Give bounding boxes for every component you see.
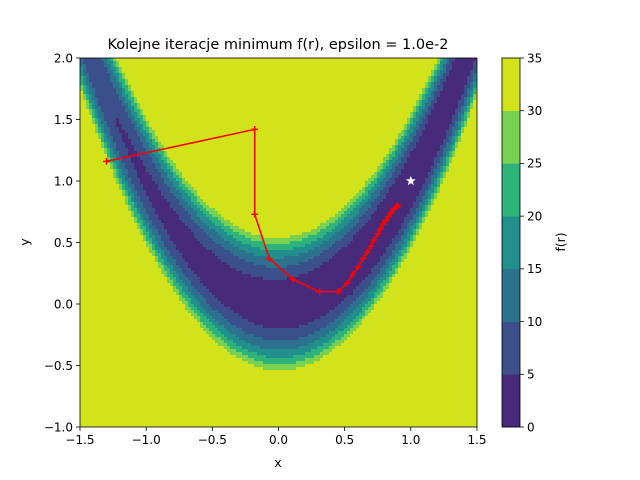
colorbar-segment xyxy=(502,268,520,322)
colorbar-segment xyxy=(502,58,520,112)
iteration-point xyxy=(251,125,259,133)
colorbar-segment xyxy=(502,163,520,217)
colorbar-segment xyxy=(502,321,520,375)
x-tick-label: −1.5 xyxy=(65,433,94,447)
x-axis-label: x xyxy=(274,455,281,470)
iteration-point xyxy=(103,157,110,165)
y-tick-label: 1.0 xyxy=(54,174,73,188)
x-tick-label: 0.5 xyxy=(335,433,354,447)
iteration-point xyxy=(349,271,357,278)
y-tick-label: −1.0 xyxy=(44,420,73,434)
iteration-point xyxy=(363,248,371,256)
iteration-point xyxy=(251,210,259,218)
colorbar-segment xyxy=(502,216,520,270)
y-tick-label: −0.5 xyxy=(44,359,73,373)
x-tick-label: 1.0 xyxy=(401,433,420,447)
colorbar-segment xyxy=(502,110,520,164)
colorbar-tick-label: 30 xyxy=(527,104,542,118)
colorbar: 0 5 10 15 20 25 30 35 xyxy=(501,51,542,434)
iteration-path xyxy=(103,125,416,296)
colorbar-tick-label: 0 xyxy=(527,420,535,434)
colorbar-label: f(r) xyxy=(553,232,568,251)
iteration-point xyxy=(394,202,401,209)
iteration-point xyxy=(289,276,297,283)
colorbar-tick-label: 10 xyxy=(527,315,542,329)
x-tick-label: 1.5 xyxy=(467,433,486,447)
iteration-point xyxy=(359,255,367,262)
x-tick-label: 0.0 xyxy=(269,433,288,447)
plot-axes: −1.5 −1.0 −0.5 0.0 0.5 1.0 1.5−1.0−0.50.00.51.… xyxy=(44,51,487,447)
y-axis-label: y xyxy=(17,238,32,246)
iteration-point xyxy=(316,288,323,296)
iteration-point xyxy=(382,216,390,224)
iteration-point xyxy=(354,263,362,271)
iteration-point xyxy=(367,242,375,250)
iteration-point xyxy=(343,279,351,287)
contour-fill xyxy=(80,58,477,427)
iteration-point xyxy=(392,203,400,211)
colorbar-tick-label: 35 xyxy=(527,51,542,65)
iteration-point xyxy=(374,230,382,238)
colorbar-frame xyxy=(501,57,521,428)
colorbar-tick-label: 20 xyxy=(527,209,542,223)
minimum-star xyxy=(405,175,416,186)
chart-title: Kolejne iteracje minimum f(r), epsilon =… xyxy=(108,37,449,53)
iteration-point xyxy=(384,213,392,221)
y-tick-label: 0.5 xyxy=(54,236,73,250)
colorbar-tick-label: 15 xyxy=(527,262,542,276)
y-tick-label: 2.0 xyxy=(54,51,73,65)
iteration-point xyxy=(370,236,378,244)
x-tick-label: −0.5 xyxy=(198,433,227,447)
iteration-point xyxy=(265,255,273,262)
colorbar-tick-label: 25 xyxy=(527,157,542,171)
colorbar-segment xyxy=(502,374,520,428)
iteration-point xyxy=(379,220,387,228)
iteration-point xyxy=(387,209,395,217)
iteration-point xyxy=(334,288,342,296)
y-tick-label: 1.5 xyxy=(54,113,73,127)
iteration-point xyxy=(376,225,384,233)
y-tick-label: 0.0 xyxy=(54,297,73,311)
colorbar-tick-label: 5 xyxy=(527,368,535,382)
x-tick-label: −1.0 xyxy=(132,433,161,447)
